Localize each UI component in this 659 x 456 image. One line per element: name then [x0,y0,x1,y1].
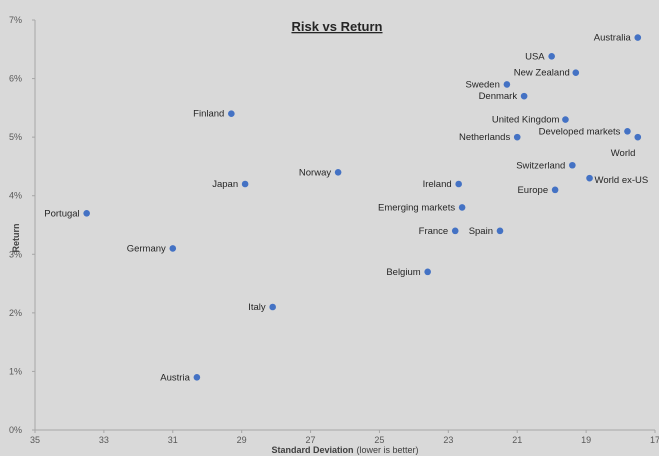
data-point [562,116,569,123]
y-tick-label: 2% [9,308,22,318]
x-tick-label: 23 [443,435,453,445]
x-axis-title-note: (lower is better) [357,445,419,455]
data-label: Denmark [479,91,518,102]
y-tick-label: 6% [9,74,22,84]
data-point [551,186,559,194]
data-point [503,81,511,88]
data-label: Austria [160,372,190,383]
data-point [458,204,466,211]
x-tick-label: 31 [168,435,178,445]
data-point [634,133,642,141]
data-point [624,127,631,135]
data-label: Switzerland [516,160,565,171]
data-point [451,227,459,235]
data-label: Spain [469,226,493,237]
y-tick-label: 1% [9,366,22,376]
data-label: Japan [212,179,238,190]
data-label: Portugal [44,208,79,219]
data-point [424,268,431,276]
data-label: Ireland [423,179,452,190]
y-axis-title: Return [11,224,21,253]
data-point [634,34,642,41]
data-point [241,180,249,188]
x-tick-label: 35 [30,435,40,445]
data-label: Developed markets [539,126,621,137]
x-axis-ticks: 35 33 31 29 27 25 23 21 19 17 [30,430,659,445]
x-axis-title-main: Standard Deviation [271,445,353,455]
x-tick-label: 19 [581,435,591,445]
data-label: World ex-US [595,175,649,186]
y-axis-ticks: 0% 1% 2% 3% 4% 5% 6% 7% [9,15,35,435]
data-label: Sweden [466,79,500,90]
x-tick-label: 17 [650,435,659,445]
x-tick-label: 21 [512,435,522,445]
data-point [572,69,580,77]
data-label: United Kingdom [492,115,560,126]
data-point [548,53,555,60]
data-label: Norway [299,167,331,178]
data-point [269,303,276,311]
x-tick-label: 33 [99,435,109,445]
data-label: USA [525,51,545,62]
data-label: Finland [193,109,224,120]
data-label: Australia [594,33,632,44]
y-tick-label: 5% [9,132,22,142]
data-point [496,227,504,235]
data-point [169,245,177,252]
data-label: World [611,148,636,159]
data-point [228,110,235,118]
data-label: Italy [248,302,266,313]
data-point [513,133,521,141]
data-point [193,373,201,381]
data-label: France [419,226,449,237]
y-tick-label: 4% [9,191,22,201]
y-tick-label: 7% [9,15,22,25]
data-label: New Zealand [514,68,570,79]
data-point [569,161,576,169]
data-label: Europe [517,185,548,196]
data-label: Netherlands [459,132,510,143]
x-tick-label: 27 [306,435,316,445]
data-label: Germany [127,243,166,254]
chart-title: Risk vs Return [291,19,382,34]
data-point [586,174,593,182]
data-point [334,168,342,176]
data-point [83,209,90,217]
data-label: Belgium [386,267,420,278]
x-tick-label: 25 [374,435,384,445]
x-tick-label: 29 [237,435,247,445]
data-point [455,180,462,188]
x-axis-title: Standard Deviation (lower is better) [271,445,418,455]
data-label: Emerging markets [378,202,455,213]
y-tick-label: 0% [9,425,22,435]
y-tick-label: 3% [9,249,22,259]
data-points [83,34,642,381]
data-point [520,92,528,100]
